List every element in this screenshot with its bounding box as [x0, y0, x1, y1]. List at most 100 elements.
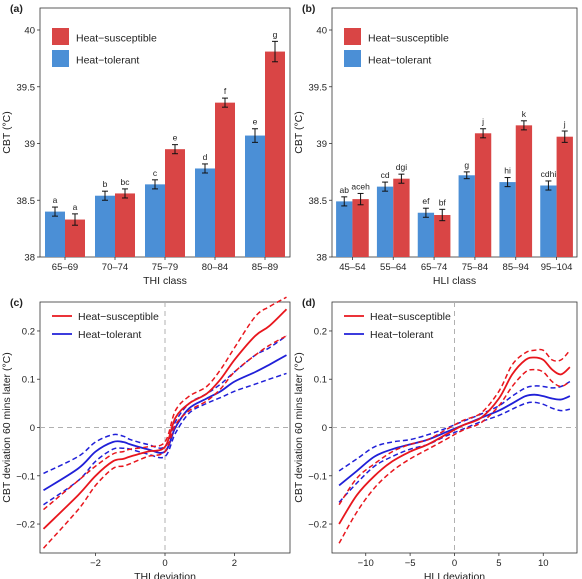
x-tick-label: −10 [358, 558, 374, 569]
x-tick-label: 45–54 [339, 262, 365, 273]
significance-letter: e [173, 133, 178, 143]
legend-label: Heat−tolerant [368, 55, 431, 67]
legend-label: Heat−susceptible [368, 33, 449, 45]
x-tick-label: 0 [162, 558, 167, 569]
significance-letter: e [253, 117, 258, 127]
y-tick-label: 0.1 [22, 375, 35, 386]
y-tick-label: 0 [30, 423, 35, 434]
y-tick-label: 38 [24, 253, 35, 264]
legend-label: Heat−tolerant [78, 329, 141, 341]
x-tick-label: 70–74 [102, 262, 128, 273]
y-tick-label: 0.2 [22, 326, 35, 337]
y-axis-title: CBT (°C) [293, 111, 305, 154]
y-tick-label: 0.2 [314, 326, 327, 337]
y-tick-label: −0.2 [308, 520, 327, 531]
y-tick-label: 39.5 [17, 82, 36, 93]
significance-letter: g [464, 160, 469, 170]
fit-line-tolerant [43, 354, 287, 492]
significance-letter: c [153, 168, 158, 178]
significance-letter: g [273, 29, 278, 39]
bar-susceptible [265, 51, 285, 257]
panel-label: (a) [10, 3, 23, 15]
x-tick-label: 10 [538, 558, 549, 569]
plot-frame [331, 7, 578, 258]
bar-tolerant [376, 186, 394, 257]
y-tick-label: 38.5 [309, 196, 328, 207]
bar-susceptible [115, 193, 135, 257]
y-tick-label: 39 [316, 139, 327, 150]
y-tick-label: 0.1 [314, 375, 327, 386]
significance-letter: cd [381, 170, 390, 180]
x-tick-label: 85–89 [252, 262, 278, 273]
significance-letter: a [73, 202, 78, 212]
significance-letter: d [203, 152, 208, 162]
significance-letter: ef [422, 196, 430, 206]
bar-tolerant [458, 175, 475, 257]
legend-key [344, 28, 361, 45]
ci-lower-tolerant [43, 372, 287, 506]
bar-susceptible [65, 219, 85, 257]
ci-lower-susceptible [42, 335, 287, 549]
x-tick-label: 75–84 [462, 262, 488, 273]
x-axis-title: HLI deviation [424, 571, 485, 579]
bar-susceptible [393, 178, 410, 257]
significance-letter: cdhi [541, 169, 557, 179]
legend-label: Heat−susceptible [370, 311, 451, 323]
y-axis-title: CBT deviation 60 mins later (°C) [293, 352, 305, 502]
y-tick-label: −0.1 [308, 471, 327, 482]
significance-letter: aceh [351, 181, 370, 191]
bar-tolerant [45, 211, 65, 257]
legend-label: Heat−tolerant [76, 55, 139, 67]
bar-susceptible [215, 102, 235, 257]
fit-line-susceptible [338, 356, 571, 525]
significance-letter: j [563, 119, 566, 129]
x-tick-label: 65–69 [52, 262, 78, 273]
y-tick-label: 38 [316, 253, 327, 264]
x-tick-label: 0 [452, 558, 457, 569]
y-tick-label: 39 [24, 139, 35, 150]
significance-letter: b [103, 179, 108, 189]
legend-key [52, 50, 69, 67]
x-axis-title: THI deviation [134, 571, 196, 579]
bar-tolerant [95, 195, 115, 257]
panel-label: (d) [302, 297, 315, 309]
x-tick-label: 65–74 [421, 262, 447, 273]
y-tick-label: −0.1 [16, 471, 35, 482]
bar-susceptible [556, 136, 573, 257]
bar-tolerant [245, 135, 265, 257]
y-tick-label: −0.2 [16, 520, 35, 531]
significance-letter: a [53, 195, 58, 205]
bar-susceptible [474, 133, 492, 257]
x-tick-label: 55–64 [380, 262, 406, 273]
panel-label: (b) [302, 3, 315, 15]
bar-susceptible [352, 199, 369, 257]
significance-letter: ab [340, 185, 350, 195]
bar-tolerant [417, 212, 435, 257]
bar-susceptible [434, 215, 451, 257]
ci-lower-tolerant [338, 401, 571, 503]
bar-tolerant [336, 201, 353, 257]
ci-upper-tolerant [338, 380, 571, 472]
bar-tolerant [499, 182, 516, 257]
significance-letter: bc [121, 177, 131, 187]
ci-upper-susceptible [43, 296, 287, 511]
y-tick-label: 0 [322, 423, 327, 434]
x-axis-title: HLI class [433, 275, 476, 287]
significance-letter: bf [439, 197, 447, 207]
bar-tolerant [195, 168, 215, 257]
significance-letter: hi [504, 166, 511, 176]
ci-lower-susceptible [338, 368, 571, 544]
x-axis-title: THI class [143, 275, 187, 287]
x-tick-label: 75–79 [152, 262, 178, 273]
y-axis-title: CBT (°C) [1, 111, 13, 154]
significance-letter: k [522, 109, 527, 119]
y-tick-label: 38.5 [17, 196, 36, 207]
x-tick-label: −5 [405, 558, 416, 569]
legend-key [344, 50, 361, 67]
x-tick-label: 80–84 [202, 262, 228, 273]
bar-tolerant [540, 185, 557, 257]
significance-letter: j [481, 117, 484, 127]
x-tick-label: −2 [90, 558, 101, 569]
significance-letter: f [224, 86, 227, 96]
